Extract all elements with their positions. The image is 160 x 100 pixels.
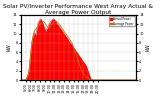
Title: Solar PV/Inverter Performance West Array Actual & Average Power Output: Solar PV/Inverter Performance West Array… <box>3 4 153 15</box>
Legend: Actual Power, Average Power: Actual Power, Average Power <box>109 16 135 27</box>
Y-axis label: kW: kW <box>7 44 12 51</box>
Y-axis label: kW: kW <box>145 44 150 51</box>
